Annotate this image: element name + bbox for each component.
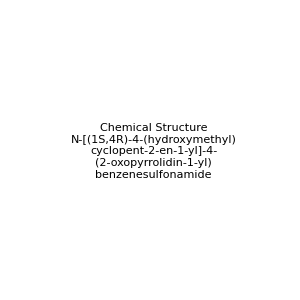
- Text: Chemical Structure
N-[(1S,4R)-4-(hydroxymethyl)
cyclopent-2-en-1-yl]-4-
(2-oxopy: Chemical Structure N-[(1S,4R)-4-(hydroxy…: [71, 123, 237, 180]
